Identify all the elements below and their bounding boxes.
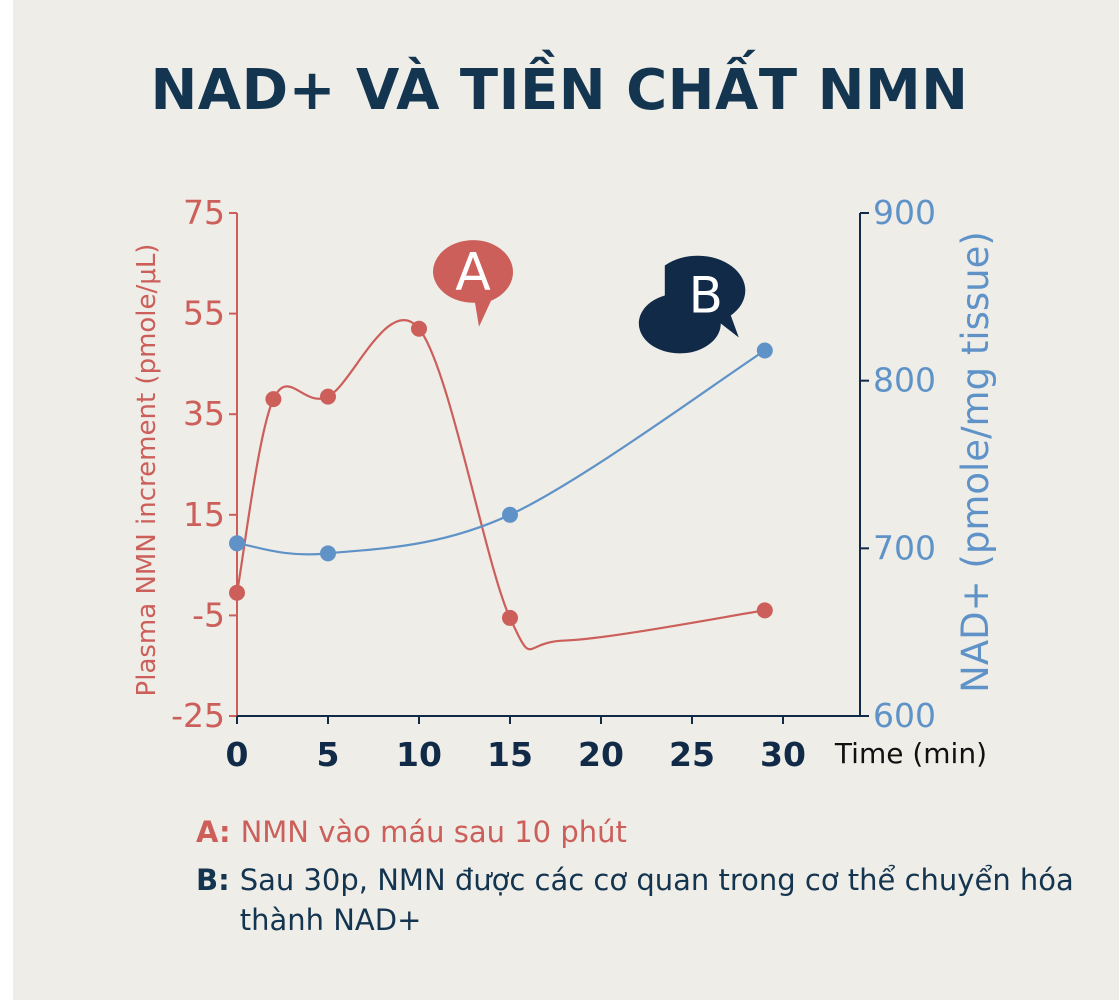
- nad-data-point: [502, 506, 518, 523]
- left-tick-label: -25: [171, 696, 225, 735]
- note-b: B: Sau 30p, NMN được các cơ quan trong c…: [196, 860, 1076, 940]
- x-tick-label: 5: [317, 735, 340, 774]
- nmn-data-point: [756, 602, 773, 619]
- note-a-text: NMN vào máu sau 10 phút: [240, 815, 627, 849]
- callout-a-bubble: [432, 240, 513, 327]
- left-axis: -25 -5 15 35 55 75 Plasma NMN increment (pmol…: [132, 193, 238, 735]
- right-tick-label: 800: [873, 361, 936, 400]
- nad-data-point: [229, 535, 245, 552]
- nmn-data-point: [320, 388, 336, 405]
- x-axis-ticks: 0 5 10 15 20 25 30: [226, 716, 806, 774]
- nmn-data-point: [411, 320, 427, 337]
- nad-series-line: [236, 349, 766, 556]
- note-a-key: A:: [196, 815, 231, 849]
- nmn-data-point: [229, 584, 245, 601]
- nmn-data-point: [502, 609, 518, 626]
- left-axis-label: Plasma NMN increment (pmole/μL): [132, 244, 162, 697]
- left-axis-ticks: -25 -5 15 35 55 75: [171, 193, 237, 735]
- dual-axis-line-chart: -25 -5 15 35 55 75 Plasma NMN increment (pmol…: [132, 193, 997, 774]
- x-tick-label: 0: [226, 735, 249, 774]
- callout-a-label: A: [455, 243, 491, 303]
- callout-a: A: [432, 240, 513, 327]
- x-tick-label: 10: [396, 735, 442, 774]
- note-b-key: B:: [196, 863, 230, 897]
- left-tick-label: -5: [192, 595, 225, 634]
- x-tick-label: 20: [578, 735, 624, 774]
- nad-data-point: [320, 545, 336, 562]
- notes: A: NMN vào máu sau 10 phút B: Sau 30p, N…: [196, 812, 1076, 940]
- x-axis-label: Time (min): [834, 737, 987, 770]
- left-tick-label: 35: [183, 394, 225, 433]
- background-panel: [13, 0, 1119, 1000]
- callout-b-bubble: [638, 255, 746, 354]
- x-tick-label: 30: [760, 735, 806, 774]
- nmn-series-line: [235, 319, 765, 651]
- nad-data-point: [756, 342, 773, 359]
- note-b-text: Sau 30p, NMN được các cơ quan trong cơ t…: [239, 863, 1074, 937]
- note-a: A: NMN vào máu sau 10 phút: [196, 812, 1076, 852]
- left-tick-label: 75: [183, 193, 225, 232]
- callout-b: B: [638, 255, 746, 354]
- right-tick-label: 600: [873, 696, 936, 735]
- callout-b-label: B: [689, 266, 723, 324]
- right-tick-label: 900: [873, 193, 936, 232]
- series-layer: [229, 319, 773, 651]
- page-title: NAD+ VÀ TIỀN CHẤT NMN: [150, 58, 969, 123]
- x-tick-label: 15: [487, 735, 533, 774]
- right-axis-ticks: 600 700 800 900: [860, 193, 936, 735]
- nmn-data-point: [265, 391, 282, 408]
- left-tick-label: 15: [183, 495, 225, 534]
- x-tick-label: 25: [669, 735, 715, 774]
- left-tick-label: 55: [183, 294, 225, 333]
- x-axis: 0 5 10 15 20 25 30 Time (min): [226, 715, 987, 774]
- right-axis: 600 700 800 900 NAD+ (pmole/mg tissue): [859, 193, 997, 735]
- right-axis-label: NAD+ (pmole/mg tissue): [954, 231, 997, 693]
- right-tick-label: 700: [873, 528, 936, 567]
